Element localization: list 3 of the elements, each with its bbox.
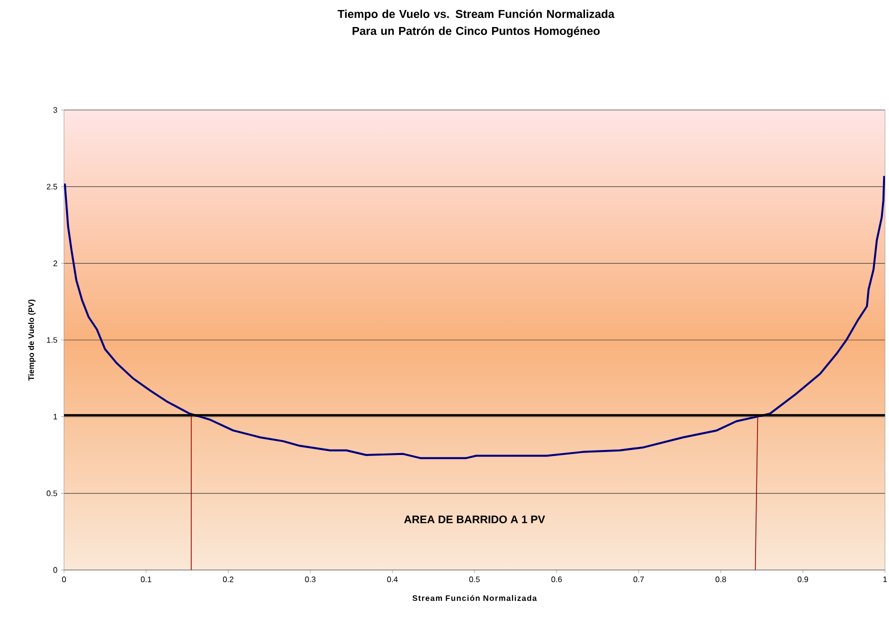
line-series	[64, 174, 886, 460]
annotation: AREA DE BARRIDO A 1 PV	[404, 516, 546, 524]
chart-title: Tiempo de Vuelo vs. Stream Función Normalizada Para un Patrón de Cinco Puntos Homogéneo	[338, 10, 615, 38]
